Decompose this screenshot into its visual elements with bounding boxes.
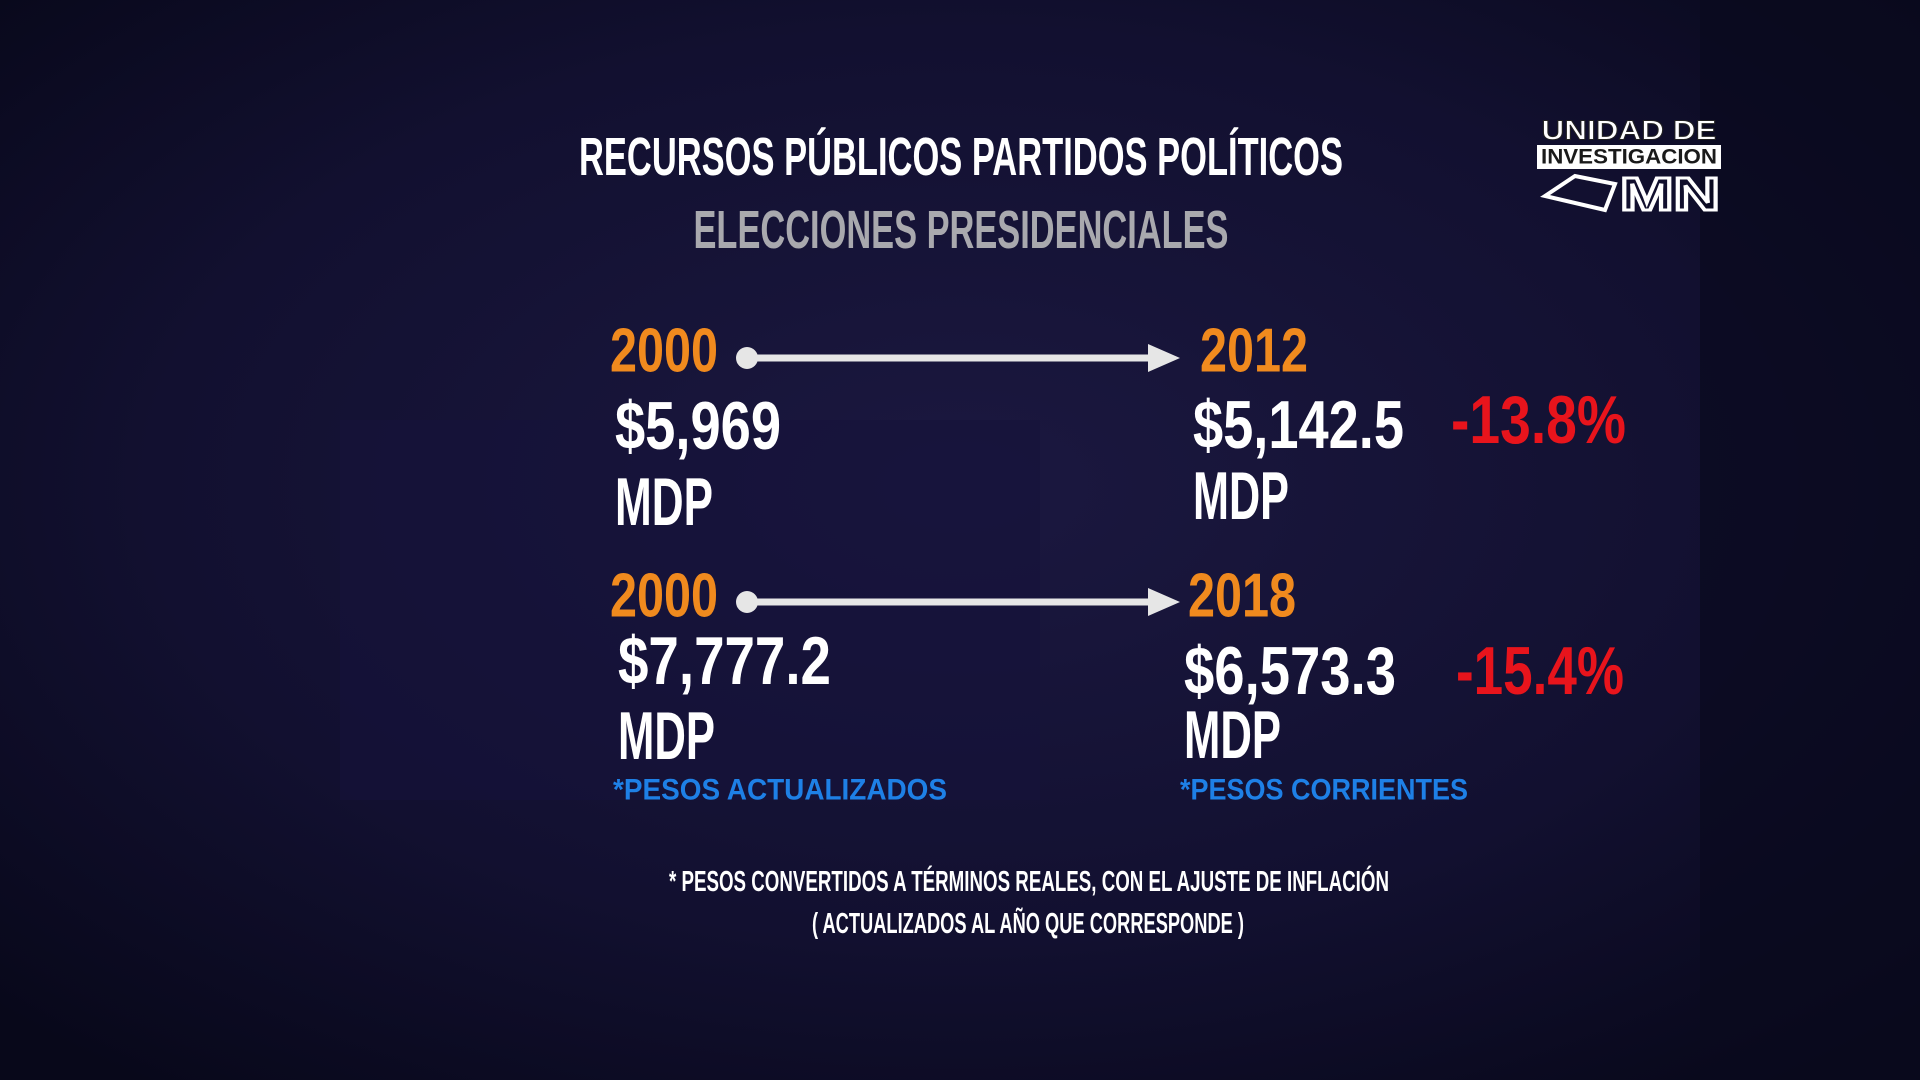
from-year: 2000 [610,317,718,386]
subtitle: ELECCIONES PRESIDENCIALES [694,200,1229,260]
logo-text: UNIDAD DE [1542,115,1717,146]
background-panel [1700,0,1920,1080]
change: -13.8% [1451,382,1626,458]
to-unit: MDP [1193,458,1289,534]
background-panel [340,420,1040,800]
title: RECURSOS PÚBLICOS PARTIDOS POLÍTICOS [579,127,1343,187]
arrow-head [1148,588,1180,616]
footnote: * PESOS CONVERTIDOS A TÉRMINOS REALES, C… [669,864,1389,898]
logo-text: INVESTIGACION [1541,146,1717,169]
to-year: 2018 [1188,562,1296,631]
to-unit: MDP [1184,697,1281,773]
to-amount: $5,142.5 [1193,387,1404,463]
logo-band [1537,145,1721,169]
from-unit: MDP [615,464,713,540]
logo: UNIDAD DE INVESTIGACION MN [1537,114,1722,222]
change: -15.4% [1456,633,1624,709]
to-year: 2012 [1200,317,1308,386]
logo-text: MN [1620,168,1720,220]
from-amount: $5,969 [615,388,781,464]
note: *PESOS CORRIENTES [1180,774,1468,807]
logo-icon [1540,173,1618,213]
from-unit: MDP [618,698,715,774]
note: *PESOS ACTUALIZADOS [613,774,947,807]
from-amount: $7,777.2 [618,623,831,699]
arrow-head [1148,344,1180,372]
to-amount: $6,573.3 [1184,633,1396,709]
from-year: 2000 [610,562,718,631]
footnote: ( ACTUALIZADOS AL AÑO QUE CORRESPONDE ) [812,906,1244,940]
